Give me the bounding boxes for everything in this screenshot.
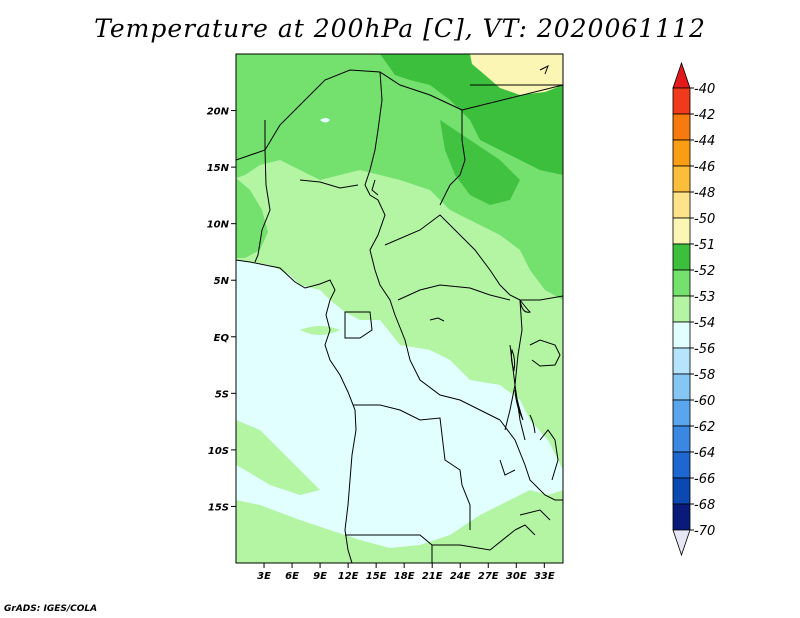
lon-tick-label: 12E (338, 571, 359, 582)
lat-tick-label: 20N (207, 107, 230, 118)
colorbar-label: -68 (694, 498, 715, 513)
lon-tick-label: 30E (506, 571, 527, 582)
country-borders (236, 69, 563, 563)
lat-tick-label: 15N (207, 163, 230, 174)
temperature-field-speckle-a (320, 118, 330, 123)
colorbar-label: -70 (694, 524, 715, 539)
colorbar-over-triangle (672, 61, 691, 89)
lon-tick-label: 9E (313, 571, 327, 582)
colorbar-label: -54 (694, 316, 715, 331)
colorbar-swatch (672, 113, 691, 141)
colorbar-swatch (672, 321, 691, 349)
credit-label: GrADS: IGES/COLA (4, 604, 98, 614)
map-panel: 20N 15N 10N 5N EQ 5S 10S 15S 3E 6E 9E 12E 15E 18E 21E… (207, 53, 564, 582)
colorbar-label: -42 (694, 108, 715, 123)
lon-tick-label: 6E (285, 571, 299, 582)
colorbar-label: -40 (694, 82, 715, 97)
lon-tick-label: 24E (450, 571, 471, 582)
colorbar-swatch (672, 217, 691, 245)
latitude-axis: 20N 15N 10N 5N EQ 5S 10S 15S (207, 107, 236, 513)
colorbar-label: -58 (694, 368, 715, 383)
colorbar-swatch (672, 477, 691, 505)
colorbar-label: -50 (694, 212, 715, 227)
lakes (429, 64, 549, 434)
colorbar-swatch (672, 295, 691, 323)
colorbar-label: -51 (694, 238, 715, 253)
colorbar (672, 61, 691, 557)
colorbar-label: -56 (694, 342, 715, 357)
colorbar-label: -52 (694, 264, 715, 279)
lon-tick-label: 27E (478, 571, 499, 582)
lat-tick-label: 5S (215, 389, 229, 400)
colorbar-label: -60 (694, 394, 715, 409)
colorbar-swatch (672, 399, 691, 427)
colorbar-label: -62 (694, 420, 715, 435)
lon-tick-label: 15E (366, 571, 387, 582)
temperature-field-53-54-sw (236, 420, 320, 495)
colorbar-under-triangle (672, 529, 691, 557)
colorbar-swatch (672, 87, 691, 115)
colorbar-swatch (672, 451, 691, 479)
temperature-field-53-54-south (236, 490, 563, 563)
lat-tick-label: 10N (207, 220, 230, 231)
colorbar-swatch (672, 347, 691, 375)
lat-tick-label: 5N (214, 276, 230, 287)
lon-tick-label: 21E (422, 571, 443, 582)
colorbar-swatch (672, 373, 691, 401)
temperature-field-51-52-b (440, 120, 520, 205)
colorbar-swatch (672, 425, 691, 453)
lon-tick-label: 33E (534, 571, 555, 582)
colorbar-label: -44 (694, 134, 715, 149)
colorbar-label: -48 (694, 186, 715, 201)
lon-tick-label: 3E (257, 571, 271, 582)
colorbar-label: -46 (694, 160, 715, 175)
lat-tick-label: 15S (208, 502, 229, 513)
lat-tick-label: 10S (208, 446, 229, 457)
colorbar-label: -53 (694, 290, 715, 305)
colorbar-swatch (672, 503, 691, 531)
lon-tick-label: 18E (394, 571, 415, 582)
lat-tick-label: EQ (214, 333, 230, 344)
colorbar-label: -64 (694, 446, 715, 461)
colorbar-label: -66 (694, 472, 715, 487)
longitude-axis: 3E 6E 9E 12E 15E 18E 21E 24E 27E 30E 33E (257, 563, 555, 582)
colorbar-swatch (672, 139, 691, 167)
colorbar-swatch (672, 191, 691, 219)
map-title: Temperature at 200hPa [C], VT: 202006111… (94, 14, 706, 43)
map-frame (235, 53, 564, 564)
colorbar-swatch (672, 165, 691, 193)
colorbar-labels: -40 -42 -44 -46 -48 -50 -51 -52 -53 -54 -56 -58 -60 -… (690, 82, 715, 539)
temperature-field-52-53-west (236, 178, 268, 258)
colorbar-swatch (672, 269, 691, 297)
colorbar-swatch (672, 243, 691, 271)
